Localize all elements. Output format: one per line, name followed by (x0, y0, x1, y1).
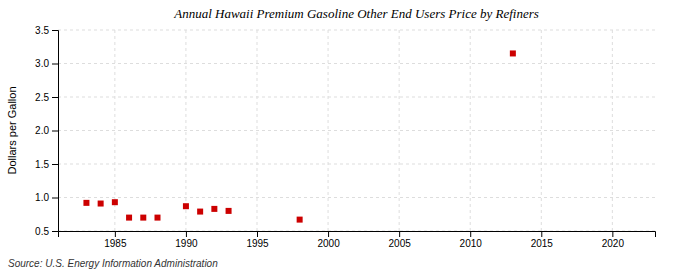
x-tick-mark (470, 231, 471, 237)
y-tick-mark (52, 231, 58, 232)
x-tick: 1985 (104, 231, 127, 249)
y-axis: 0.5 1.0 1.5 2.0 2.5 3.0 3.5 (35, 25, 58, 237)
y-tick-label: 1.5 (35, 159, 49, 170)
chart: 1985 1990 1995 2000 2005 2010 2015 2020 0.5 1.0 1.… (0, 0, 675, 275)
x-tick-mark (115, 231, 116, 237)
x-tick-label: 1985 (104, 238, 127, 249)
grid (58, 30, 655, 231)
y-tick-label: 2.0 (35, 125, 49, 136)
y-tick: 0.5 (35, 226, 58, 237)
x-tick: 2000 (317, 231, 340, 249)
point (140, 215, 146, 221)
grid-line-x (470, 30, 471, 231)
y-tick-label: 3.0 (35, 58, 49, 69)
x-tick-label: 1990 (175, 238, 198, 249)
y-tick: 3.0 (35, 58, 58, 69)
grid-line-y (58, 97, 655, 98)
grid-line-y (58, 197, 655, 198)
x-tick-label: 2005 (389, 238, 412, 249)
x-tick: 1990 (175, 231, 198, 249)
y-tick-mark (52, 131, 58, 132)
y-tick-label: 2.5 (35, 92, 49, 103)
y-tick: 1.5 (35, 159, 58, 170)
x-tick: 1995 (246, 231, 269, 249)
y-tick: 3.5 (35, 25, 58, 36)
x-tick-mark (328, 231, 329, 237)
x-tick-label: 2000 (317, 238, 340, 249)
x-tick: 2005 (389, 231, 412, 249)
y-tick: 2.5 (35, 92, 58, 103)
x-tick-mark (612, 231, 613, 237)
point (510, 50, 516, 56)
x-tick-mark (541, 231, 542, 237)
point (155, 215, 161, 221)
point (226, 208, 232, 214)
plot-area: 1985 1990 1995 2000 2005 2010 2015 2020 0.5 1.0 1.… (35, 25, 655, 249)
grid-line-y (58, 63, 655, 64)
point (197, 209, 203, 215)
x-tick-mark (399, 231, 400, 237)
y-tick-label: 1.0 (35, 192, 49, 203)
title: Annual Hawaii Premium Gasoline Other End… (173, 6, 539, 21)
x-axis-line (59, 232, 656, 238)
y-tick-mark (52, 97, 58, 98)
point (98, 201, 104, 207)
x-tick-label: 2015 (531, 238, 554, 249)
point (183, 203, 189, 209)
point (112, 199, 118, 205)
y-tick-label: 3.5 (35, 25, 49, 36)
y-tick-mark (52, 164, 58, 165)
grid-line-y (58, 164, 655, 165)
grid-line-x (399, 30, 400, 231)
y-tick-mark (52, 30, 58, 31)
x-tick-label: 2020 (602, 238, 625, 249)
grid-line-y (58, 30, 655, 31)
x-tick: 2020 (602, 231, 625, 249)
x-tick-mark (257, 231, 258, 237)
x-tick-label: 2010 (460, 238, 483, 249)
grid-line-y (58, 130, 655, 131)
y-tick-label: 0.5 (35, 226, 49, 237)
x-tick: 2010 (460, 231, 483, 249)
x-tick-label: 1995 (246, 238, 269, 249)
y-tick-mark (52, 198, 58, 199)
y-axis-line (52, 31, 59, 232)
x-axis: 1985 1990 1995 2000 2005 2010 2015 2020 (59, 231, 656, 249)
point (211, 206, 217, 212)
points (83, 50, 515, 222)
point (297, 217, 303, 223)
y-axis-label: Dollars per Gallon (6, 86, 18, 174)
y-tick-mark (52, 64, 58, 65)
y-tick: 2.0 (35, 125, 58, 136)
point (126, 215, 132, 221)
source-note: Source: U.S. Energy Information Administ… (8, 258, 218, 269)
x-tick-mark (186, 231, 187, 237)
y-tick: 1.0 (35, 192, 58, 203)
x-tick: 2015 (531, 231, 554, 249)
point (83, 200, 89, 206)
